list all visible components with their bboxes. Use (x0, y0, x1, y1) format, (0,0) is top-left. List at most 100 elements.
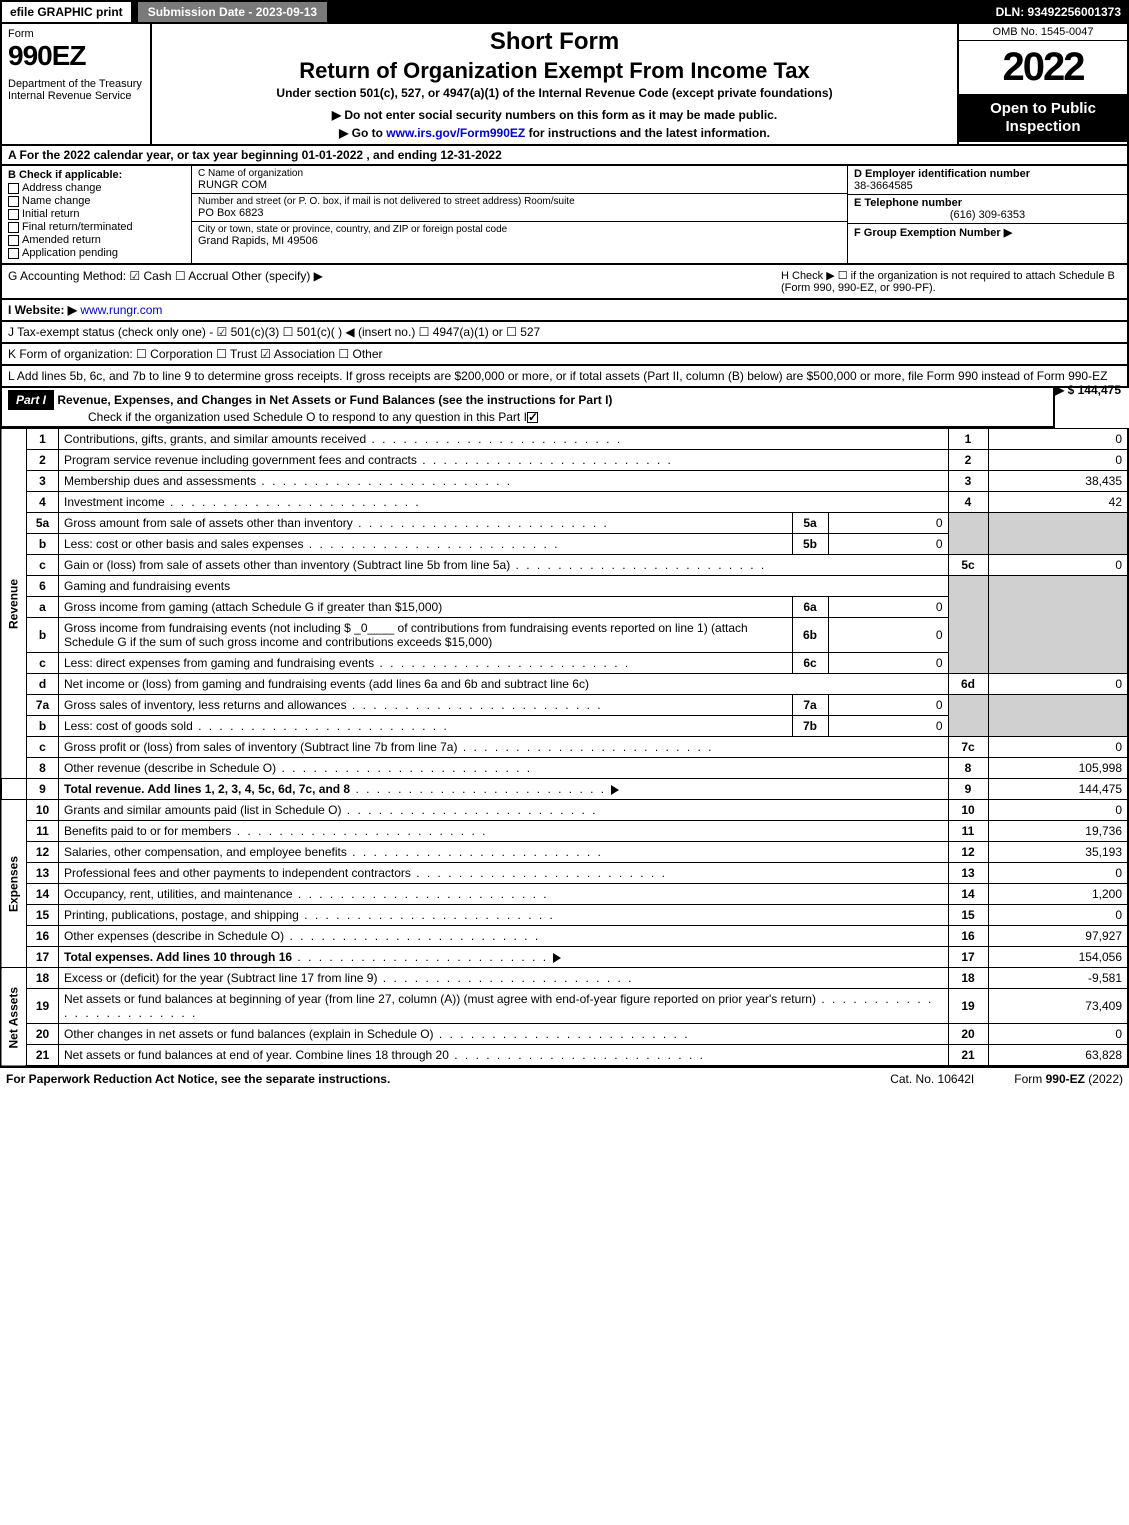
grey-5b (988, 513, 1128, 555)
C-addr-label: Number and street (or P. O. box, if mail… (198, 196, 841, 207)
under-section: Under section 501(c), 527, or 4947(a)(1)… (160, 86, 949, 100)
line-14-text: Occupancy, rent, utilities, and maintena… (59, 884, 949, 905)
ssn-warning: ▶ Do not enter social security numbers o… (160, 108, 949, 122)
omb-number: OMB No. 1545-0047 (959, 24, 1127, 41)
dln: DLN: 93492256001373 (996, 5, 1129, 19)
row-L: L Add lines 5b, 6c, and 7b to line 9 to … (0, 366, 1129, 388)
C-city-label: City or town, state or province, country… (198, 224, 841, 235)
line-7b-text: Less: cost of goods sold (59, 716, 793, 737)
line-9-n: 9 (948, 779, 988, 800)
line-3-amt: 38,435 (988, 471, 1128, 492)
line-21-n: 21 (948, 1045, 988, 1067)
efile-print-button[interactable]: efile GRAPHIC print (0, 0, 133, 24)
grey-6 (948, 576, 988, 674)
line-6d-n: 6d (948, 674, 988, 695)
line-17-text: Total expenses. Add lines 10 through 16 (59, 947, 949, 968)
line-14-amt: 1,200 (988, 884, 1128, 905)
line-5a-text: Gross amount from sale of assets other t… (59, 513, 793, 534)
org-city: Grand Rapids, MI 49506 (198, 235, 841, 247)
website-link[interactable]: www.rungr.com (80, 303, 162, 317)
line-12-amt: 35,193 (988, 842, 1128, 863)
line-4-amt: 42 (988, 492, 1128, 513)
line-20-n: 20 (948, 1024, 988, 1045)
section-BCDEF: B Check if applicable: Address change Na… (0, 166, 1129, 265)
L-value: ▶ $ 144,475 (1055, 383, 1121, 397)
chk-name-change[interactable]: Name change (8, 195, 185, 207)
line-18-amt: -9,581 (988, 968, 1128, 989)
short-form-title: Short Form (160, 28, 949, 56)
footer-right: Form 990-EZ (2022) (1014, 1072, 1123, 1086)
line-14-n: 14 (948, 884, 988, 905)
line-6b-subamt: 0 (828, 618, 948, 653)
line-6d-text: Net income or (loss) from gaming and fun… (59, 674, 949, 695)
line-2-n: 2 (948, 450, 988, 471)
line-18-text: Excess or (deficit) for the year (Subtra… (59, 968, 949, 989)
line-13-n: 13 (948, 863, 988, 884)
line-1-amt: 0 (988, 429, 1128, 450)
C-name-label: C Name of organization (198, 168, 841, 179)
line-11-n: 11 (948, 821, 988, 842)
part1-checkbox[interactable] (527, 412, 538, 423)
grey-5 (948, 513, 988, 555)
org-address: PO Box 6823 (198, 207, 841, 219)
open-to-public: Open to Public Inspection (959, 94, 1127, 142)
irs-link[interactable]: www.irs.gov/Form990EZ (386, 126, 525, 140)
line-6a-sub: 6a (792, 597, 828, 618)
chk-application-pending[interactable]: Application pending (8, 247, 185, 259)
header-mid: Short Form Return of Organization Exempt… (152, 24, 957, 144)
part1-check-text: Check if the organization used Schedule … (88, 410, 527, 424)
line-2-amt: 0 (988, 450, 1128, 471)
line-19-n: 19 (948, 989, 988, 1024)
part1-header: Part I Revenue, Expenses, and Changes in… (0, 388, 1055, 428)
department: Department of the Treasury Internal Reve… (8, 78, 144, 102)
line-6c-subamt: 0 (828, 653, 948, 674)
line-5c-text: Gain or (loss) from sale of assets other… (59, 555, 949, 576)
tax-year: 2022 (959, 41, 1127, 94)
chk-address-change[interactable]: Address change (8, 182, 185, 194)
grey-6b (988, 576, 1128, 674)
footer-cat: Cat. No. 10642I (890, 1072, 974, 1086)
telephone: (616) 309-6353 (854, 209, 1121, 221)
col-DEF: D Employer identification number 38-3664… (847, 166, 1127, 263)
chk-initial-return[interactable]: Initial return (8, 208, 185, 220)
line-13-amt: 0 (988, 863, 1128, 884)
line-21-amt: 63,828 (988, 1045, 1128, 1067)
line-6b-sub: 6b (792, 618, 828, 653)
line-11-amt: 19,736 (988, 821, 1128, 842)
line-6c-sub: 6c (792, 653, 828, 674)
line-6-text: Gaming and fundraising events (59, 576, 949, 597)
line-19-amt: 73,409 (988, 989, 1128, 1024)
E-label: E Telephone number (854, 197, 1121, 209)
chk-amended-return[interactable]: Amended return (8, 234, 185, 246)
line-6b-text: Gross income from fundraising events (no… (59, 618, 793, 653)
line-15-text: Printing, publications, postage, and shi… (59, 905, 949, 926)
line-16-text: Other expenses (describe in Schedule O) (59, 926, 949, 947)
line-19-text: Net assets or fund balances at beginning… (59, 989, 949, 1024)
goto-note: ▶ Go to www.irs.gov/Form990EZ for instru… (160, 126, 949, 140)
line-8-text: Other revenue (describe in Schedule O) (59, 758, 949, 779)
G-accounting: G Accounting Method: ☑ Cash ☐ Accrual Ot… (8, 269, 781, 294)
line-7c-amt: 0 (988, 737, 1128, 758)
submission-date: Submission Date - 2023-09-13 (137, 1, 328, 23)
line-5a-sub: 5a (792, 513, 828, 534)
H-schedule-b: H Check ▶ ☐ if the organization is not r… (781, 269, 1121, 294)
D-label: D Employer identification number (854, 168, 1121, 180)
line-13-text: Professional fees and other payments to … (59, 863, 949, 884)
line-7b-subamt: 0 (828, 716, 948, 737)
line-3-n: 3 (948, 471, 988, 492)
lines-table: Revenue 1 Contributions, gifts, grants, … (0, 428, 1129, 1067)
line-10-text: Grants and similar amounts paid (list in… (59, 800, 949, 821)
line-7a-text: Gross sales of inventory, less returns a… (59, 695, 793, 716)
line-6d-amt: 0 (988, 674, 1128, 695)
section-GH: G Accounting Method: ☑ Cash ☐ Accrual Ot… (0, 265, 1129, 300)
grey-7b (988, 695, 1128, 737)
header-right: OMB No. 1545-0047 2022 Open to Public In… (957, 24, 1127, 144)
expenses-label: Expenses (1, 800, 27, 968)
line-4-n: 4 (948, 492, 988, 513)
revenue-label: Revenue (1, 429, 27, 779)
org-name: RUNGR COM (198, 179, 841, 191)
chk-final-return[interactable]: Final return/terminated (8, 221, 185, 233)
line-15-amt: 0 (988, 905, 1128, 926)
line-6a-text: Gross income from gaming (attach Schedul… (59, 597, 793, 618)
I-label: I Website: ▶ (8, 303, 77, 317)
